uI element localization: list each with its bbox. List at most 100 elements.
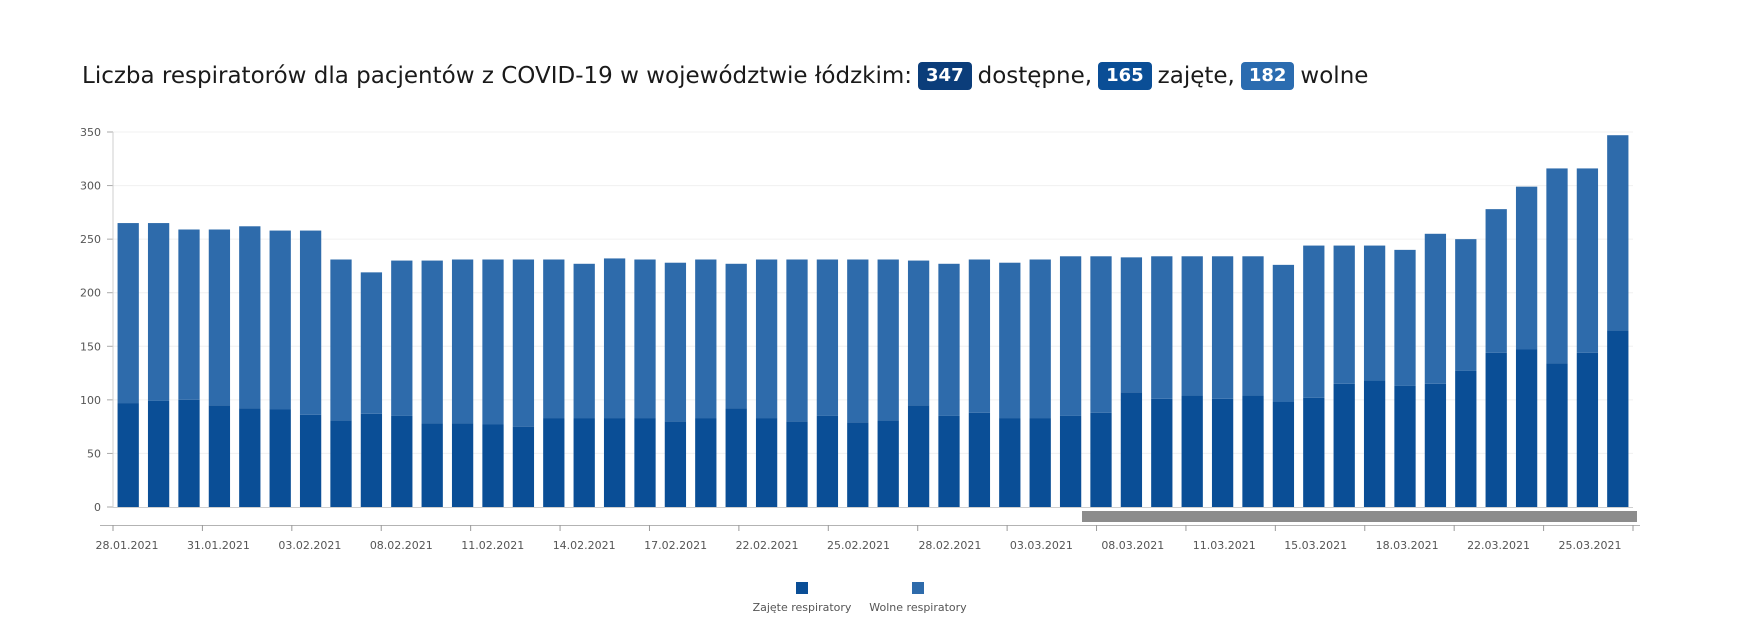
bar-free[interactable] [1333,245,1355,384]
bar-occupied[interactable] [603,418,626,507]
bar-free[interactable] [1272,264,1295,402]
bar-occupied[interactable] [1151,398,1173,507]
bar-occupied[interactable] [1181,395,1203,507]
bar-free[interactable] [1485,209,1507,353]
bar-free[interactable] [1607,135,1629,331]
bar-free[interactable] [391,260,413,416]
bar-free[interactable] [299,230,322,415]
bar-free[interactable] [1455,239,1477,371]
bar-free[interactable] [1059,256,1082,416]
bar-free[interactable] [816,259,839,416]
bar-occupied[interactable] [1546,363,1568,507]
bar-free[interactable] [938,263,960,416]
bar-occupied[interactable] [1576,352,1599,507]
bar-free[interactable] [968,259,991,413]
bar-free[interactable] [1363,245,1386,381]
bar-occupied[interactable] [938,415,960,507]
bar-free[interactable] [512,259,535,427]
bar-occupied[interactable] [725,408,747,507]
bar-free[interactable] [907,260,930,406]
bar-free[interactable] [1211,256,1234,399]
bar-occupied[interactable] [482,424,504,508]
bar-occupied[interactable] [968,412,991,507]
bar-occupied[interactable] [330,420,352,507]
bar-occupied[interactable] [573,418,595,507]
bar-occupied[interactable] [421,423,443,507]
bar-free[interactable] [330,259,352,421]
bar-occupied[interactable] [208,405,231,507]
bar-free[interactable] [269,230,291,410]
bar-occupied[interactable] [1029,418,1051,507]
bar-free[interactable] [543,259,565,419]
bar-free[interactable] [1546,168,1568,364]
bar-free[interactable] [451,259,474,424]
bar-free[interactable] [1394,249,1416,386]
bar-occupied[interactable] [1242,395,1264,507]
bar-occupied[interactable] [1333,383,1355,507]
bar-occupied[interactable] [1455,370,1477,507]
bar-occupied[interactable] [1059,415,1082,507]
bar-occupied[interactable] [907,405,930,507]
bar-occupied[interactable] [1090,412,1112,507]
bar-free[interactable] [1151,256,1173,399]
legend-swatch[interactable] [912,582,924,594]
bar-free[interactable] [725,263,747,409]
bar-occupied[interactable] [1607,330,1629,507]
bar-free[interactable] [999,262,1021,419]
bar-occupied[interactable] [1303,397,1325,507]
bar-free[interactable] [634,259,656,419]
bar-occupied[interactable] [147,400,170,507]
bar-free[interactable] [786,259,808,422]
bar-occupied[interactable] [391,415,413,507]
bar-free[interactable] [239,226,261,409]
bar-occupied[interactable] [451,423,474,507]
bar-occupied[interactable] [1211,398,1234,507]
bar-free[interactable] [1515,186,1538,350]
bar-free[interactable] [847,259,869,423]
bar-occupied[interactable] [999,418,1021,507]
bar-free[interactable] [1090,256,1112,413]
bar-occupied[interactable] [847,422,869,507]
bar-occupied[interactable] [178,399,200,507]
bar-free[interactable] [1120,257,1143,393]
bar-free[interactable] [755,259,778,419]
bar-occupied[interactable] [117,403,139,507]
bar-free[interactable] [1576,168,1599,353]
bar-occupied[interactable] [1272,402,1295,507]
bar-occupied[interactable] [786,421,808,507]
legend-label[interactable]: Wolne respiratory [869,601,967,614]
bar-occupied[interactable] [816,415,839,507]
bar-free[interactable] [573,263,595,419]
legend-swatch[interactable] [796,582,808,594]
bar-free[interactable] [695,259,717,419]
bar-occupied[interactable] [1424,383,1447,507]
bar-occupied[interactable] [664,421,687,507]
bar-occupied[interactable] [543,418,565,507]
bar-free[interactable] [360,272,383,414]
bar-free[interactable] [482,259,504,425]
bar-free[interactable] [117,223,139,404]
zoom-scrollbar[interactable] [1082,511,1637,522]
bar-occupied[interactable] [239,408,261,507]
bar-occupied[interactable] [1120,392,1143,507]
bar-free[interactable] [664,262,687,422]
bar-free[interactable] [178,229,200,400]
bar-free[interactable] [1029,259,1051,419]
bar-free[interactable] [1303,245,1325,398]
bar-free[interactable] [1242,256,1264,396]
bar-occupied[interactable] [360,413,383,507]
bar-occupied[interactable] [877,420,899,507]
bar-occupied[interactable] [1485,352,1507,507]
bar-free[interactable] [877,259,899,421]
bar-free[interactable] [208,229,231,406]
bar-occupied[interactable] [695,418,717,507]
legend-label[interactable]: Zajęte respiratory [753,601,852,614]
bar-occupied[interactable] [755,418,778,507]
bar-free[interactable] [603,258,626,419]
bar-occupied[interactable] [299,414,322,507]
bar-occupied[interactable] [1515,349,1538,508]
bar-occupied[interactable] [512,426,535,507]
bar-free[interactable] [1181,256,1203,396]
bar-occupied[interactable] [269,409,291,508]
bar-occupied[interactable] [1363,380,1386,507]
